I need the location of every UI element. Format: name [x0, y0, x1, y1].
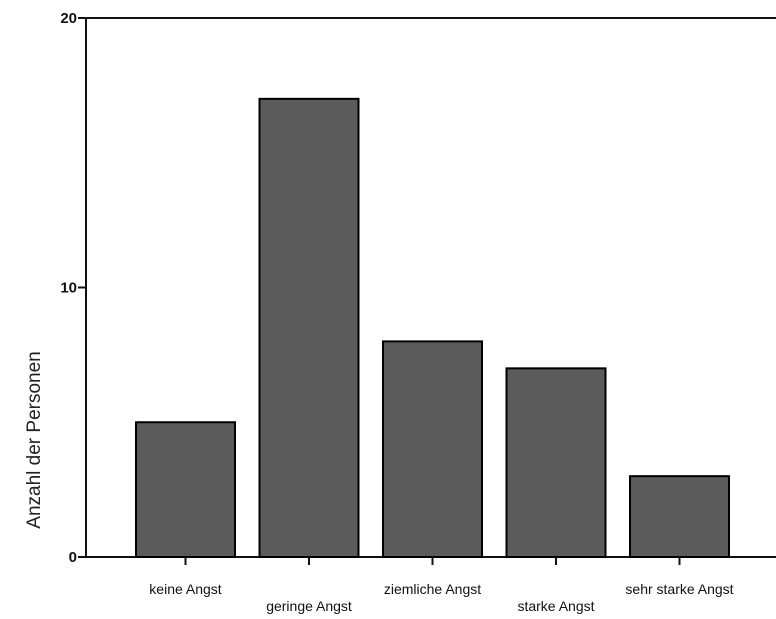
bar-sehr-starke-angst: [629, 475, 730, 558]
y-tick-label: 0: [69, 549, 77, 566]
y-tick-label: 20: [60, 10, 77, 27]
x-tick-label: geringe Angst: [266, 598, 352, 614]
y-axis-ticks: 0 10 20: [60, 10, 86, 566]
bar-geringe-angst: [258, 97, 360, 558]
x-tick-label: keine Angst: [149, 581, 221, 597]
bars: [135, 97, 730, 558]
bar-ziemliche-angst: [382, 340, 483, 558]
x-tick-label: sehr starke Angst: [625, 581, 733, 597]
x-axis-ticks: keine Angst geringe Angst ziemliche Angst s…: [149, 557, 734, 614]
bar-keine-angst: [135, 421, 236, 558]
x-tick-label: starke Angst: [517, 598, 594, 614]
y-tick-label: 10: [60, 280, 77, 297]
bar-starke-angst: [505, 367, 607, 558]
x-tick-label: ziemliche Angst: [384, 581, 481, 597]
y-axis-title: Anzahl der Personen: [24, 351, 45, 528]
